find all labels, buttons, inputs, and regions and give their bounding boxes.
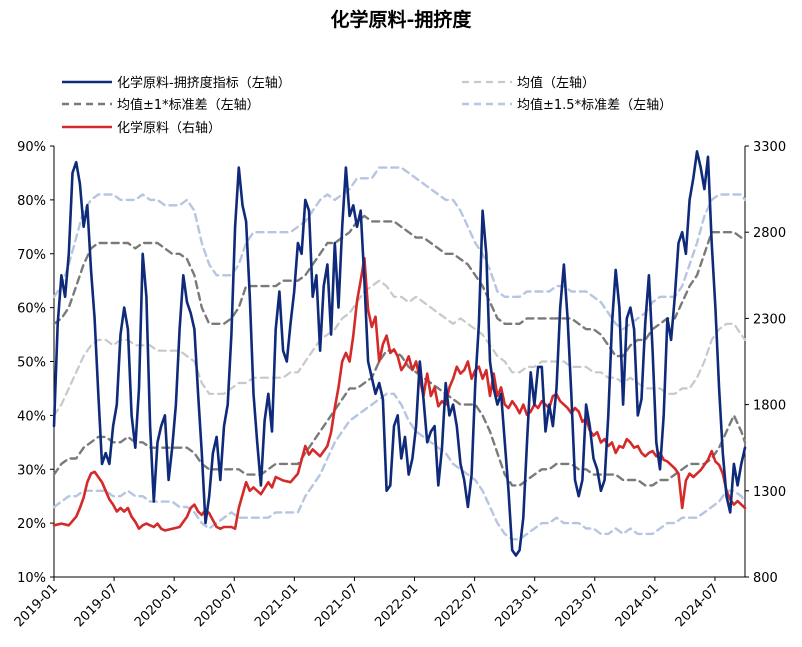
right-tick-label: 3300 <box>753 140 786 155</box>
right-axis-ticks: 800 1300 1800 2300 2800 3300 <box>745 140 786 586</box>
right-tick-label: 800 <box>753 571 778 586</box>
legend: 化学原料-拥挤度指标（左轴） 均值（左轴） 均值±1*标准差（左轴） 均值±1.… <box>62 75 672 136</box>
right-tick-label: 2300 <box>753 312 786 327</box>
x-axis-ticks: 2019-01 2019-07 2020-01 2020-07 2021-01 2021-… <box>12 577 722 630</box>
legend-label-chem-index: 化学原料（右轴） <box>117 120 221 136</box>
x-tick-label: 2024-01 <box>613 581 662 630</box>
left-tick-label: 10% <box>17 571 46 586</box>
x-tick-label: 2020-07 <box>192 581 241 630</box>
left-tick-label: 40% <box>17 409 46 424</box>
series-chem-index-line <box>52 256 747 532</box>
legend-item-mean-1-5sd: 均值±1.5*标准差（左轴） <box>462 97 672 113</box>
series-mean-plus-1-5sd-line <box>52 166 747 331</box>
legend-label-mean: 均值（左轴） <box>517 75 595 91</box>
x-tick-label: 2021-01 <box>252 581 301 630</box>
right-tick-label: 1800 <box>753 399 786 414</box>
left-tick-label: 20% <box>17 517 46 532</box>
legend-item-crowding: 化学原料-拥挤度指标（左轴） <box>62 75 291 91</box>
legend-item-mean: 均值（左轴） <box>462 75 595 91</box>
series-mean-line <box>52 279 747 417</box>
right-tick-label: 2800 <box>753 226 786 241</box>
x-tick-label: 2019-07 <box>72 581 121 630</box>
legend-label-mean-1sd: 均值±1*标准差（左轴） <box>117 97 260 113</box>
series-crowding-line <box>52 150 747 557</box>
legend-label-mean-1-5sd: 均值±1.5*标准差（左轴） <box>517 97 672 113</box>
legend-label-crowding: 化学原料-拥挤度指标（左轴） <box>117 75 291 91</box>
chart-title: 化学原料-拥挤度 <box>331 8 473 31</box>
x-tick-label: 2023-01 <box>493 581 542 630</box>
x-tick-label: 2020-01 <box>132 581 181 630</box>
x-tick-label: 2021-07 <box>312 581 361 630</box>
series-mean-minus-1-5sd-line <box>52 392 747 541</box>
left-axis-ticks: 10% 20% 30% 40% 50% 60% 70% 80% 90% <box>17 140 54 586</box>
x-tick-label: 2022-01 <box>372 581 421 630</box>
x-tick-label: 2024-07 <box>673 581 722 630</box>
series-mean-minus-1sd-line <box>52 349 747 487</box>
left-tick-label: 80% <box>17 194 46 209</box>
left-tick-label: 30% <box>17 463 46 478</box>
left-tick-label: 50% <box>17 356 46 371</box>
left-tick-label: 60% <box>17 302 46 317</box>
x-tick-label: 2019-01 <box>12 581 61 630</box>
x-tick-label: 2023-07 <box>553 581 602 630</box>
legend-item-chem-index: 化学原料（右轴） <box>62 120 221 136</box>
series-layer <box>52 150 747 557</box>
series-mean-plus-1sd-line <box>52 214 747 358</box>
left-tick-label: 70% <box>17 248 46 263</box>
x-tick-label: 2022-07 <box>432 581 481 630</box>
legend-item-mean-1sd: 均值±1*标准差（左轴） <box>62 97 260 113</box>
left-tick-label: 90% <box>17 140 46 155</box>
right-tick-label: 1300 <box>753 485 786 500</box>
